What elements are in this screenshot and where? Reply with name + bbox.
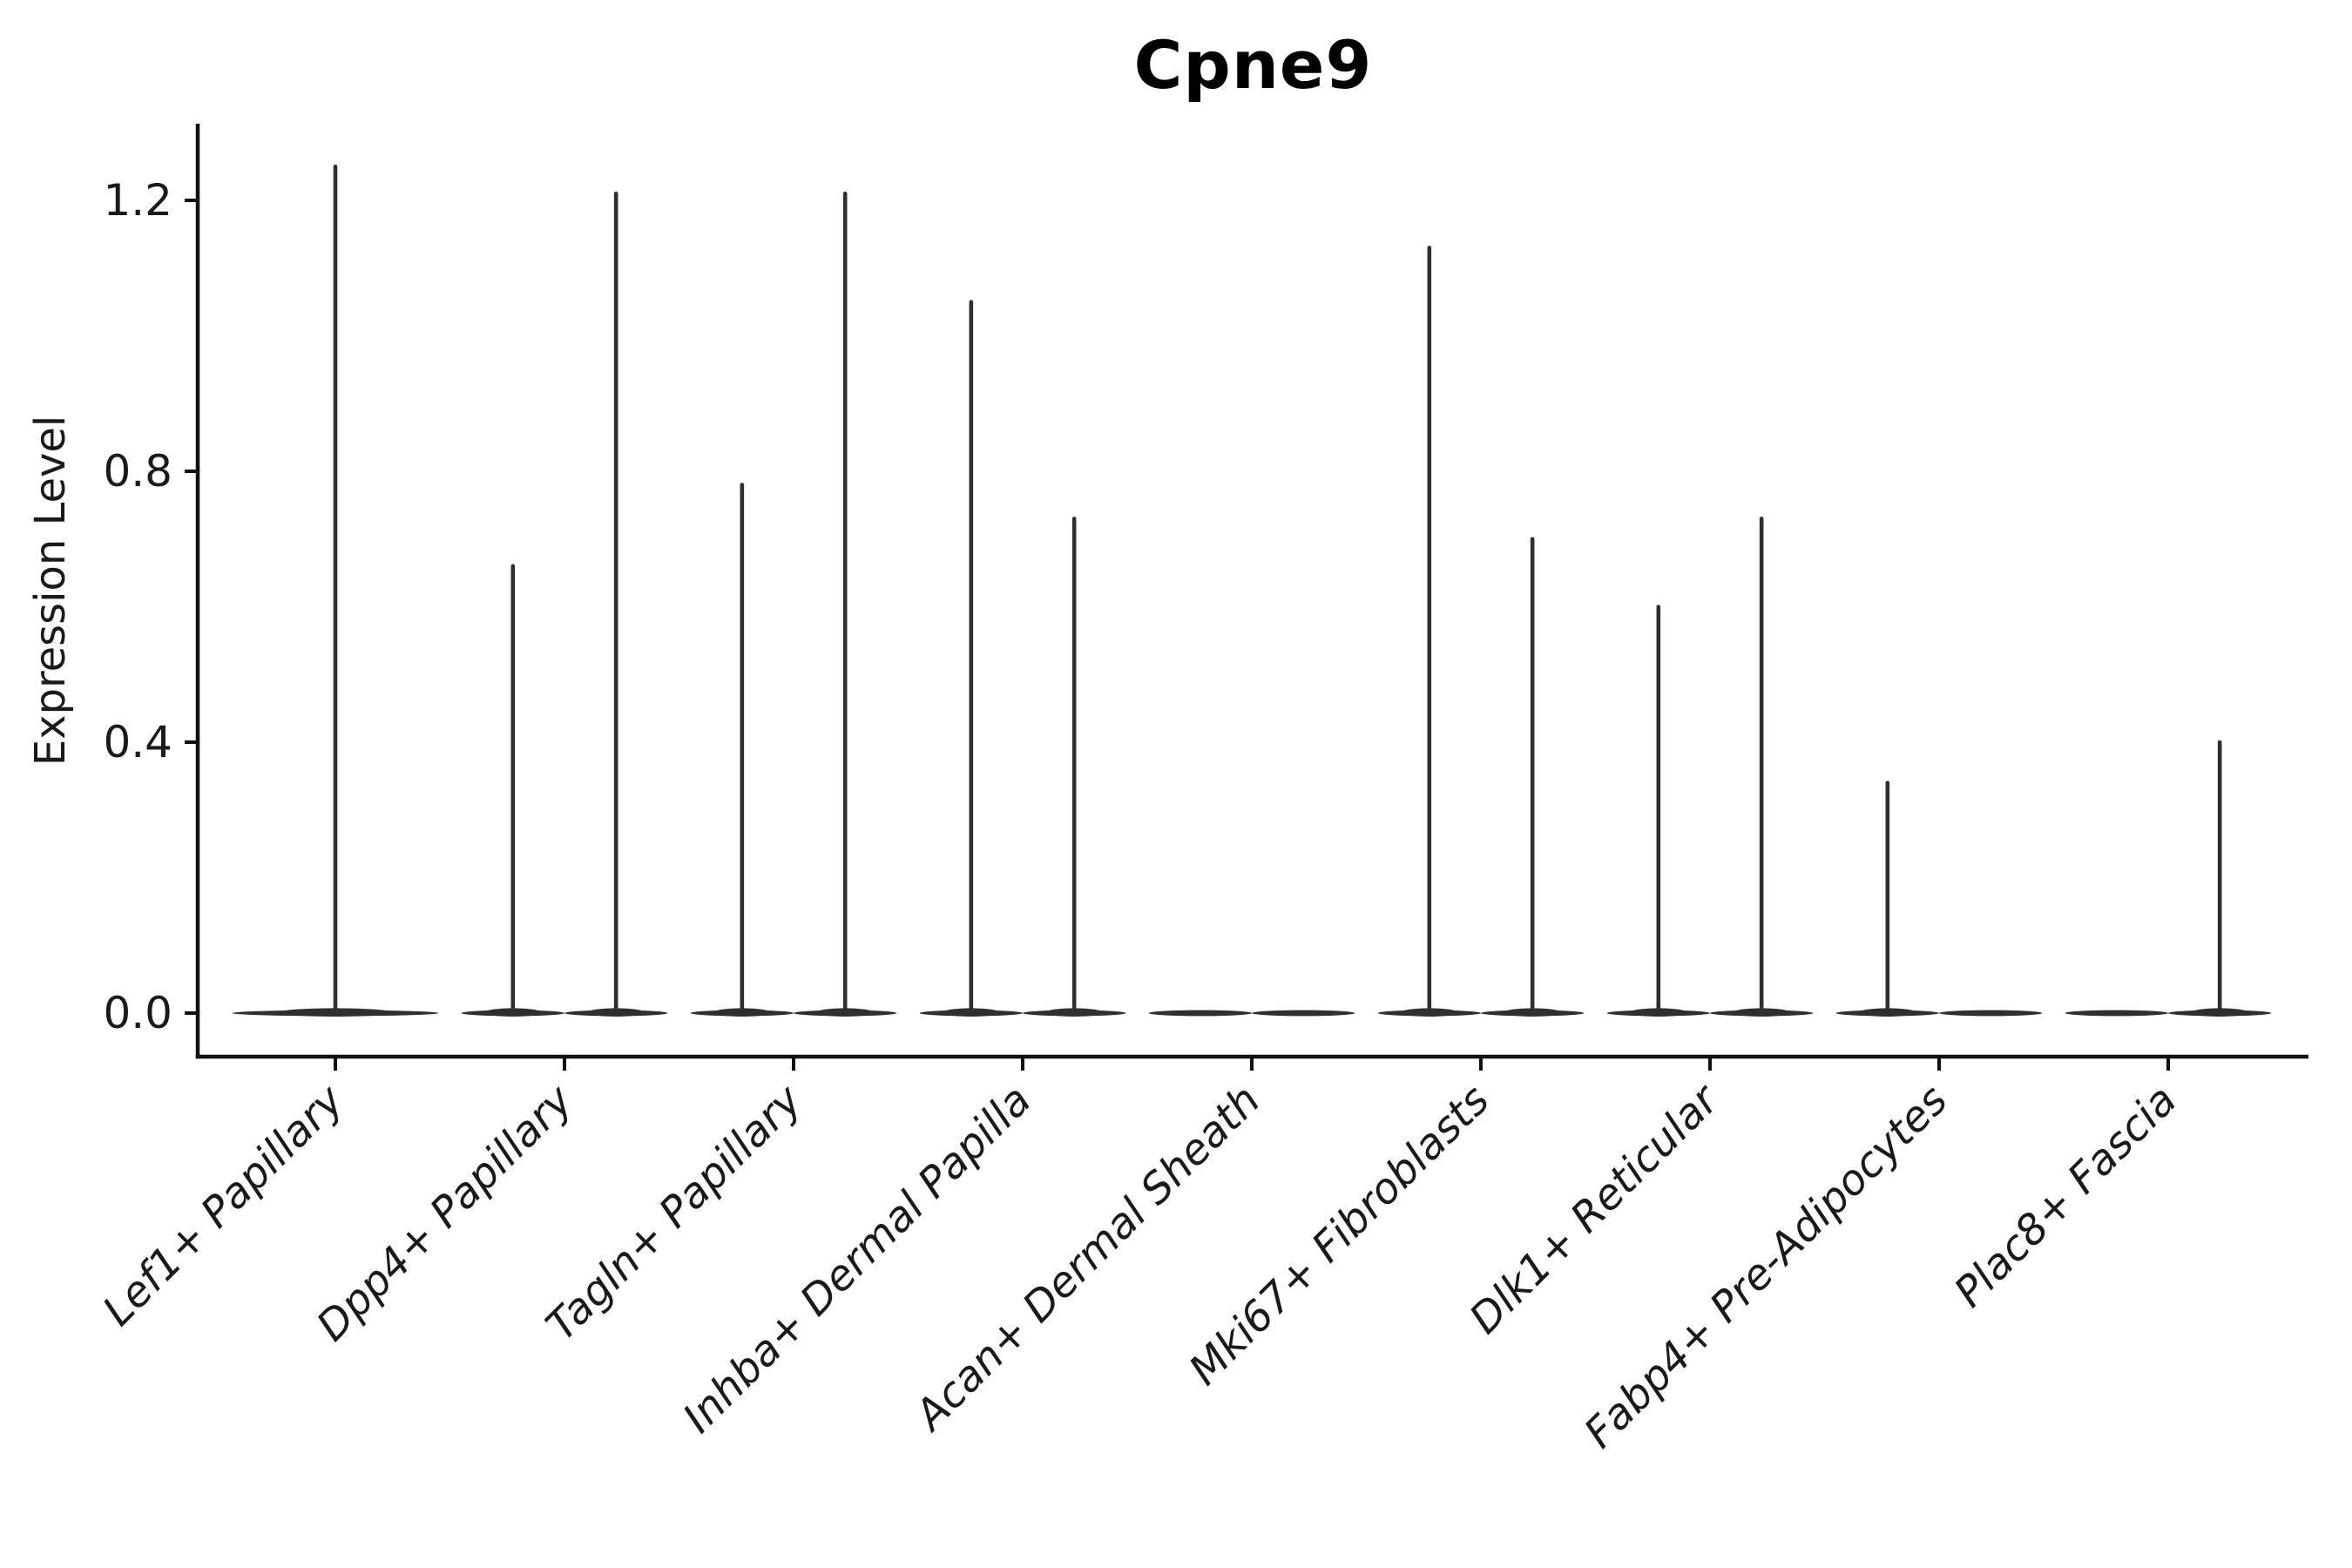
x-tick-label: Fabp4+ Pre-Adipocytes xyxy=(1575,1076,1957,1458)
y-tick-label: 0.0 xyxy=(103,988,172,1038)
y-tick-label: 0.4 xyxy=(103,717,172,767)
x-tick-label: Dpp4+ Papillary xyxy=(308,1075,583,1350)
chart-title: Cpne9 xyxy=(1133,26,1373,104)
x-tick-label: Tagln+ Papillary xyxy=(537,1075,812,1350)
violin-body xyxy=(1148,1010,1252,1017)
violin-body xyxy=(1939,1010,2043,1017)
violin-body xyxy=(1252,1010,1355,1017)
violin-body xyxy=(2065,1010,2168,1017)
x-tick-label: Plac8+ Fascia xyxy=(1945,1076,2186,1317)
y-tick-label: 1.2 xyxy=(103,175,172,226)
x-tick-label: Dlk1+ Reticular xyxy=(1460,1074,1730,1344)
x-tick-label: Lef1+ Papillary xyxy=(93,1075,354,1335)
y-tick-label: 0.8 xyxy=(103,446,172,497)
